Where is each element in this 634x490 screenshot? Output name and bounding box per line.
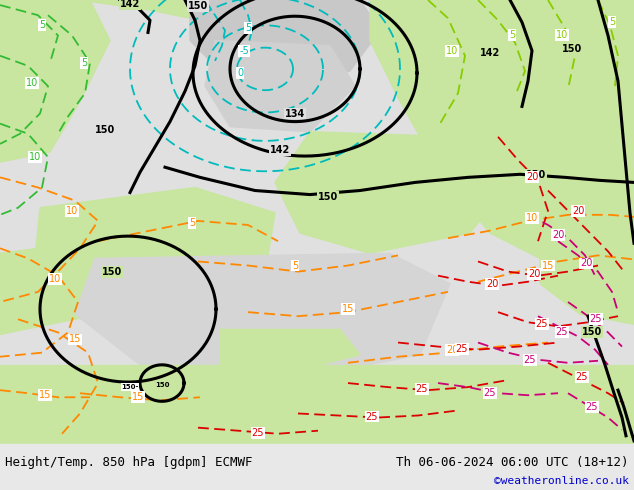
Text: 10: 10	[29, 152, 41, 162]
Text: 10: 10	[446, 46, 458, 56]
Text: 0: 0	[237, 68, 243, 78]
Text: 150: 150	[318, 192, 338, 201]
Text: 142: 142	[480, 48, 500, 58]
Text: 150: 150	[102, 267, 122, 276]
Text: Th 06-06-2024 06:00 UTC (18+12): Th 06-06-2024 06:00 UTC (18+12)	[396, 456, 629, 469]
Text: 150-: 150-	[121, 384, 139, 390]
Text: 150: 150	[562, 44, 582, 53]
Text: 25: 25	[536, 319, 548, 329]
Polygon shape	[35, 188, 275, 314]
Text: 20: 20	[528, 269, 540, 279]
Text: 25: 25	[576, 372, 588, 382]
Bar	[0, 444, 634, 490]
Text: 20: 20	[572, 206, 584, 216]
Text: 5: 5	[39, 21, 45, 30]
Text: 5: 5	[292, 261, 298, 270]
Text: 150: 150	[582, 327, 602, 338]
Text: 20: 20	[526, 172, 538, 182]
Polygon shape	[190, 0, 380, 91]
Text: 25: 25	[416, 384, 428, 394]
Polygon shape	[275, 132, 510, 253]
Text: 15: 15	[542, 261, 554, 270]
Text: 10: 10	[526, 213, 538, 223]
Text: Height/Temp. 850 hPa [gdpm] ECMWF: Height/Temp. 850 hPa [gdpm] ECMWF	[5, 456, 252, 469]
Text: 150: 150	[526, 171, 546, 180]
Text: 20: 20	[446, 344, 458, 355]
Text: 25: 25	[252, 428, 264, 438]
Text: 15: 15	[342, 304, 354, 314]
Polygon shape	[205, 41, 355, 132]
Text: ©weatheronline.co.uk: ©weatheronline.co.uk	[494, 476, 629, 486]
Text: 15: 15	[132, 392, 144, 402]
Text: 15: 15	[69, 335, 81, 344]
Text: 5: 5	[509, 30, 515, 41]
Text: 10: 10	[26, 78, 38, 88]
Polygon shape	[540, 243, 634, 324]
Text: 20: 20	[552, 230, 564, 240]
Text: -5: -5	[239, 46, 249, 56]
Text: 25: 25	[366, 412, 378, 421]
Text: 10: 10	[556, 30, 568, 41]
Text: 150: 150	[155, 382, 169, 388]
Text: 20: 20	[580, 259, 592, 269]
Polygon shape	[75, 253, 450, 380]
Text: 25: 25	[590, 314, 602, 324]
Polygon shape	[0, 0, 110, 162]
Text: 10: 10	[49, 274, 61, 284]
Text: 150: 150	[95, 125, 115, 135]
Text: 134: 134	[285, 108, 305, 119]
Text: 150: 150	[188, 1, 208, 11]
Text: 15: 15	[39, 390, 51, 400]
Text: 142: 142	[270, 145, 290, 155]
Text: 5: 5	[189, 218, 195, 228]
Polygon shape	[220, 329, 360, 370]
Polygon shape	[370, 0, 634, 284]
Polygon shape	[0, 238, 115, 334]
Text: 25: 25	[556, 327, 568, 338]
Polygon shape	[0, 0, 210, 20]
Text: 10: 10	[66, 206, 78, 216]
Text: 25: 25	[586, 402, 598, 413]
Text: 5: 5	[245, 24, 251, 33]
Text: 5: 5	[81, 58, 87, 68]
Text: 25: 25	[524, 355, 536, 365]
Text: 142: 142	[120, 0, 140, 9]
Text: 5: 5	[609, 17, 615, 27]
Text: 25: 25	[456, 343, 469, 354]
Text: 25: 25	[484, 388, 496, 398]
Polygon shape	[0, 365, 634, 446]
Text: 20: 20	[486, 279, 498, 289]
